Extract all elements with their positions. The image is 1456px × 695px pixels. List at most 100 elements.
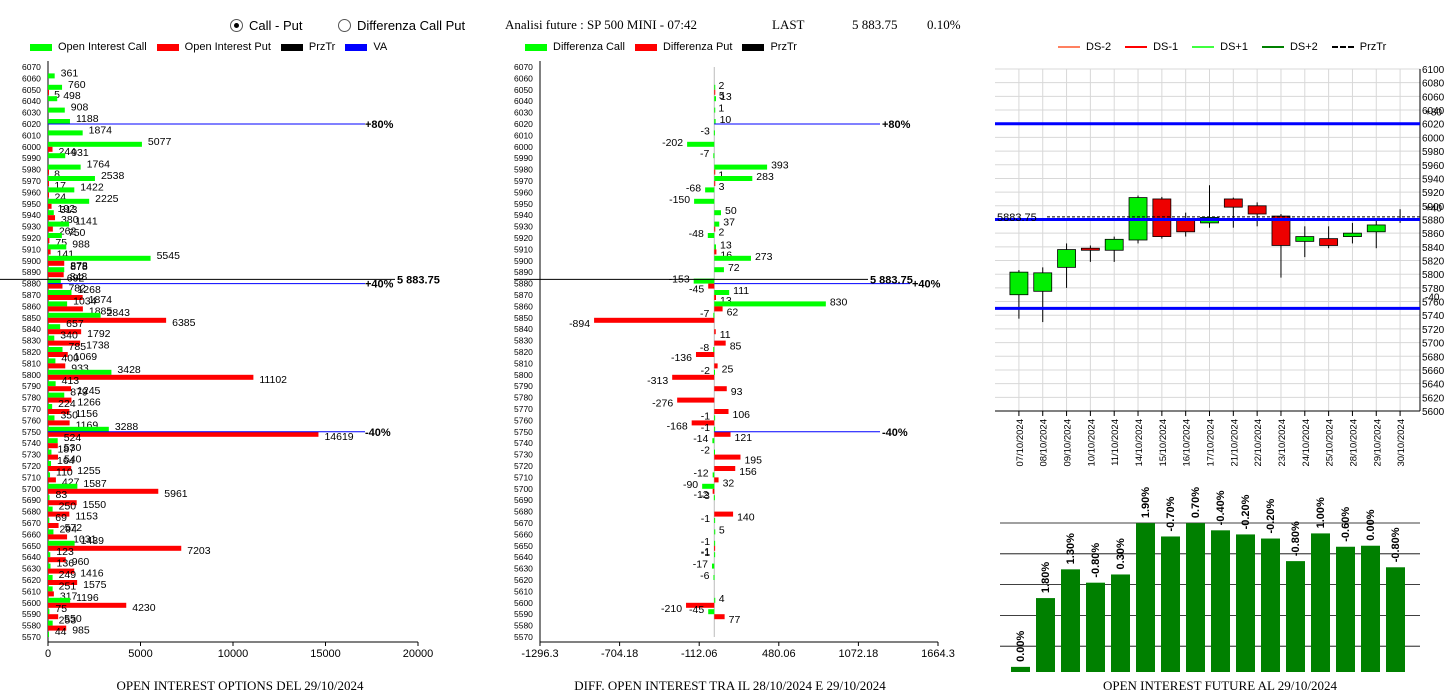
call-bar [48, 495, 50, 501]
call-value-label: 657 [66, 318, 84, 330]
put-bar [48, 363, 66, 369]
level-label: +40% [365, 279, 394, 291]
price-label: 5 883.75 [870, 274, 913, 286]
pct-bar-label: -0.20% [1240, 494, 1252, 529]
p2-tick-label: 5930 [514, 222, 533, 232]
p2-tick-label: 5860 [514, 301, 533, 311]
pct-bar [1211, 530, 1230, 672]
call-diff-bar [713, 495, 715, 501]
p1-tick-label: 5800 [22, 370, 41, 380]
call-bar [48, 96, 58, 102]
p1-tick-label: 5650 [22, 541, 41, 551]
put-diff-label: 5 [719, 90, 725, 102]
legend-label: PrzTr [308, 41, 336, 53]
legend-label: DS+2 [1289, 41, 1318, 53]
put-diff-label: 93 [731, 386, 743, 398]
p2-tick-label: 6070 [514, 62, 533, 72]
radio-difference[interactable]: Differenza Call Put [338, 18, 465, 33]
call-value-label: 1422 [80, 181, 104, 193]
put-diff-bar [714, 409, 729, 414]
call-bar [48, 84, 63, 90]
put-bar [48, 249, 51, 255]
call-diff-bar [693, 278, 715, 284]
put-bar [48, 431, 319, 437]
pct-bar-label: -0.80% [1090, 543, 1102, 578]
put-bar [48, 580, 78, 585]
legend-label: DS-1 [1153, 41, 1179, 53]
p3-x-tick-label: 08/10/2024 [1039, 419, 1050, 467]
call-diff-label: 283 [756, 171, 774, 183]
p2-tick-label: 5620 [514, 575, 533, 585]
call-diff-bar [713, 153, 715, 159]
call-diff-label: -45 [689, 604, 704, 616]
radio-call-put[interactable]: Call - Put [230, 18, 302, 33]
call-bar [48, 312, 101, 318]
put-diff-bar [714, 306, 723, 312]
call-bar [48, 426, 109, 432]
p1-tick-label: 5940 [22, 210, 41, 220]
pct-bar-label: -0.70% [1165, 496, 1177, 531]
call-diff-bar [713, 449, 715, 455]
put-diff-label: 140 [737, 512, 755, 524]
call-diff-label: -1 [701, 422, 710, 434]
put-diff-label: 11 [720, 329, 731, 341]
p1-tick-label: 5710 [22, 472, 41, 482]
call-value-label: 164 [57, 455, 75, 467]
put-diff-label: 25 [722, 363, 734, 375]
pct-bar [1286, 561, 1305, 672]
p2-tick-label: 5750 [514, 427, 533, 437]
call-diff-bar [713, 312, 715, 318]
call-value-label: 224 [58, 398, 76, 410]
legend-swatch [30, 43, 52, 51]
call-diff-label: -1 [701, 513, 710, 525]
p1-tick-label: 5990 [22, 153, 41, 163]
p3-y-tick-label: 6040 [1422, 106, 1445, 117]
p3-y-tick-label: 5860 [1422, 229, 1445, 240]
put-diff-bar [708, 283, 715, 289]
call-bar [48, 404, 53, 409]
p3-y-tick-label: 5720 [1422, 325, 1445, 336]
last-value: 5 883.75 [852, 17, 898, 32]
pct-bar-label: 0.00% [1365, 509, 1377, 540]
p1-tick-label: 6060 [22, 73, 41, 83]
p2-tick-label: 5900 [514, 256, 533, 266]
put-bar [48, 272, 64, 278]
call-diff-label: 393 [771, 160, 789, 172]
put-diff-label: -12 [693, 489, 708, 501]
call-value-label: 878 [70, 261, 88, 273]
call-value-label: 5077 [148, 136, 172, 148]
call-bar [48, 369, 112, 375]
put-bar [48, 511, 70, 517]
p3-y-tick-label: 5760 [1422, 298, 1445, 309]
call-value-label: 524 [64, 432, 82, 444]
p3-x-tick-label: 14/10/2024 [1134, 419, 1145, 467]
p1-tick-label: 6050 [22, 85, 41, 95]
call-bar [48, 552, 51, 558]
level-label: -40% [365, 427, 391, 439]
put-value-label: 262 [59, 226, 77, 238]
call-bar [48, 632, 49, 637]
p3-y-tick-label: 5700 [1422, 339, 1445, 350]
put-value-label: 1874 [89, 294, 113, 306]
legend-label: PrzTr [770, 41, 797, 53]
candle-body [1295, 236, 1315, 242]
call-value-label: 785 [69, 341, 87, 353]
call-diff-bar [714, 267, 724, 273]
call-diff-bar [714, 210, 721, 216]
change-value: 0.10% [927, 17, 961, 32]
put-bar [48, 146, 53, 152]
put-bar [48, 181, 49, 186]
put-value-label: 540 [64, 454, 82, 466]
p2-tick-label: 6010 [514, 130, 533, 140]
p2-x-tick-label: -704.18 [601, 648, 638, 660]
call-diff-label: 13 [720, 91, 732, 103]
p1-tick-label: 5780 [22, 393, 41, 403]
call-value-label: 1764 [87, 159, 111, 171]
call-bar [48, 221, 70, 227]
legend-swatch [1261, 46, 1284, 48]
call-value-label: 69 [55, 512, 67, 524]
p3-y-tick-label: 5640 [1422, 380, 1445, 391]
call-bar [48, 392, 65, 398]
level-label: +80% [882, 119, 911, 131]
put-value-label: 550 [64, 613, 82, 625]
